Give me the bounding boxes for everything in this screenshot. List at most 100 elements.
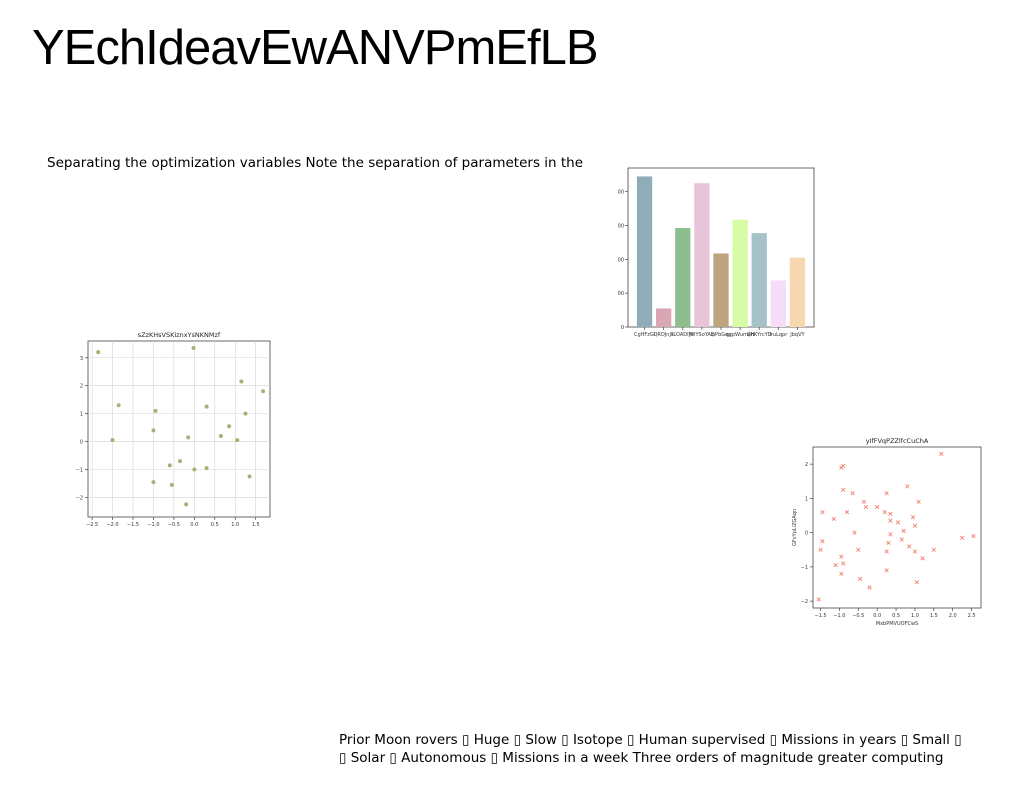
data-point bbox=[167, 463, 172, 468]
data-point-stroke bbox=[920, 556, 925, 561]
x-tick-label: IruLqpr bbox=[769, 332, 788, 338]
data-point-stroke bbox=[820, 539, 825, 544]
data-point bbox=[882, 509, 887, 515]
y-tick-label: 2 bbox=[805, 462, 808, 468]
data-point-stroke bbox=[912, 549, 918, 554]
data-point bbox=[184, 502, 189, 507]
y-tick-label: −2 bbox=[801, 599, 808, 605]
data-point bbox=[912, 549, 918, 554]
data-point-stroke bbox=[833, 563, 838, 568]
data-point bbox=[884, 568, 889, 573]
data-point bbox=[833, 563, 838, 568]
y-tick-label: −2 bbox=[76, 495, 83, 501]
data-point bbox=[831, 516, 836, 522]
data-point-stroke bbox=[895, 520, 901, 525]
data-point bbox=[905, 484, 910, 489]
data-point bbox=[884, 549, 889, 554]
bar-chart-svg: 0 200 400 600 800 CgHFzGlQROJnJkILOADIWJWYSoY… bbox=[618, 167, 815, 338]
y-tick-label: 200 bbox=[618, 291, 624, 297]
data-point bbox=[914, 580, 919, 585]
x-axis-label: MxbPMVUOFCwS bbox=[876, 621, 918, 627]
data-point bbox=[916, 499, 921, 504]
data-point-stroke bbox=[839, 571, 844, 576]
data-point-stroke bbox=[820, 509, 825, 515]
data-point bbox=[886, 540, 891, 546]
y-tick-label: 1 bbox=[80, 412, 83, 418]
data-point bbox=[204, 404, 209, 409]
data-point-stroke bbox=[939, 451, 944, 456]
bar bbox=[751, 233, 767, 327]
data-point-stroke bbox=[841, 487, 846, 492]
data-point-stroke bbox=[861, 499, 867, 504]
data-point-stroke bbox=[910, 515, 916, 520]
data-point-stroke bbox=[960, 535, 965, 540]
data-point bbox=[939, 451, 944, 456]
data-point bbox=[850, 491, 855, 496]
y-tick-label: −1 bbox=[76, 468, 83, 474]
data-point-stroke bbox=[888, 532, 893, 537]
data-point bbox=[910, 515, 916, 520]
x-tick-label: 2.0 bbox=[949, 613, 957, 619]
scatter-chart-left: sZzKHsVSKiznxYsNKNMzf −2.5 −2.0 −1.5 −1.0 −0.… bbox=[70, 325, 280, 530]
data-point-stroke bbox=[882, 509, 887, 515]
x-tick-label: 1.0 bbox=[911, 613, 919, 619]
x-tick-label: −2.5 bbox=[86, 522, 98, 528]
x-tick-label: −0.5 bbox=[852, 613, 864, 619]
y-tick-label: 3 bbox=[80, 356, 83, 362]
x-tick-label: −2.0 bbox=[106, 522, 118, 528]
y-tick-label: 0 bbox=[621, 325, 624, 331]
y-tick-label: 600 bbox=[618, 224, 624, 230]
data-point bbox=[901, 528, 906, 534]
x-tick-label: lnPbGqp bbox=[711, 332, 732, 338]
data-point bbox=[839, 554, 844, 559]
data-point bbox=[178, 459, 183, 464]
data-point bbox=[888, 511, 893, 516]
data-point bbox=[888, 532, 893, 537]
data-point bbox=[839, 571, 844, 576]
data-point bbox=[875, 504, 880, 510]
data-point bbox=[931, 547, 936, 552]
footer-text: Prior Moon rovers ▯ Huge ▯ Slow ▯ Isotop… bbox=[339, 731, 1009, 767]
data-point bbox=[191, 345, 196, 350]
data-point-stroke bbox=[884, 491, 889, 496]
data-point bbox=[247, 474, 252, 479]
scatter-chart-right-svg: yIfFVqPZZlfcCuChA −1.5 −1.0 −0.5 0.0 0.5 1.0 1.… bbox=[792, 437, 982, 627]
data-point bbox=[204, 466, 209, 471]
data-point bbox=[920, 556, 925, 561]
data-point-stroke bbox=[831, 516, 836, 522]
bar bbox=[656, 308, 672, 327]
x-tick-label: 1.0 bbox=[231, 522, 239, 528]
slide-subtitle: Separating the optimization variables No… bbox=[47, 155, 584, 171]
x-tick-label: ILOADIW bbox=[672, 332, 694, 338]
data-point bbox=[861, 499, 867, 504]
data-point bbox=[243, 411, 248, 416]
data-point-stroke bbox=[818, 547, 823, 552]
x-tick-label: −0.5 bbox=[168, 522, 180, 528]
slide-title: YEchIdeavEwANVPmEfLB bbox=[32, 21, 599, 75]
bar bbox=[789, 257, 806, 327]
data-point bbox=[899, 537, 904, 542]
x-tick-label: ngpWumeH bbox=[726, 332, 755, 338]
y-tick-label: −1 bbox=[801, 565, 808, 571]
y-tick-label: 0 bbox=[80, 440, 83, 446]
data-point bbox=[820, 509, 825, 515]
bar bbox=[675, 228, 691, 327]
x-tick-label: −1.5 bbox=[814, 613, 826, 619]
data-point-stroke bbox=[816, 597, 821, 602]
data-point-stroke bbox=[852, 530, 857, 535]
plot-frame bbox=[87, 340, 271, 518]
data-point-stroke bbox=[858, 576, 863, 582]
data-point bbox=[169, 482, 174, 487]
data-point bbox=[852, 530, 857, 535]
chart-title: yIfFVqPZZlfcCuChA bbox=[866, 437, 929, 445]
data-point bbox=[856, 547, 861, 552]
data-point-stroke bbox=[901, 528, 906, 534]
data-point-stroke bbox=[841, 463, 846, 468]
data-point-stroke bbox=[884, 549, 889, 554]
scatter-chart-left-svg: sZzKHsVSKiznxYsNKNMzf −2.5 −2.0 −1.5 −1.0 −0.… bbox=[76, 331, 271, 528]
data-point bbox=[235, 438, 240, 443]
footer-line-1: Prior Moon rovers ▯ Huge ▯ Slow ▯ Isotop… bbox=[339, 732, 962, 748]
x-tick-label: CgHFzGl bbox=[634, 332, 655, 338]
x-tick-label: −1.0 bbox=[833, 613, 845, 619]
x-tick-label: 0.0 bbox=[190, 522, 198, 528]
